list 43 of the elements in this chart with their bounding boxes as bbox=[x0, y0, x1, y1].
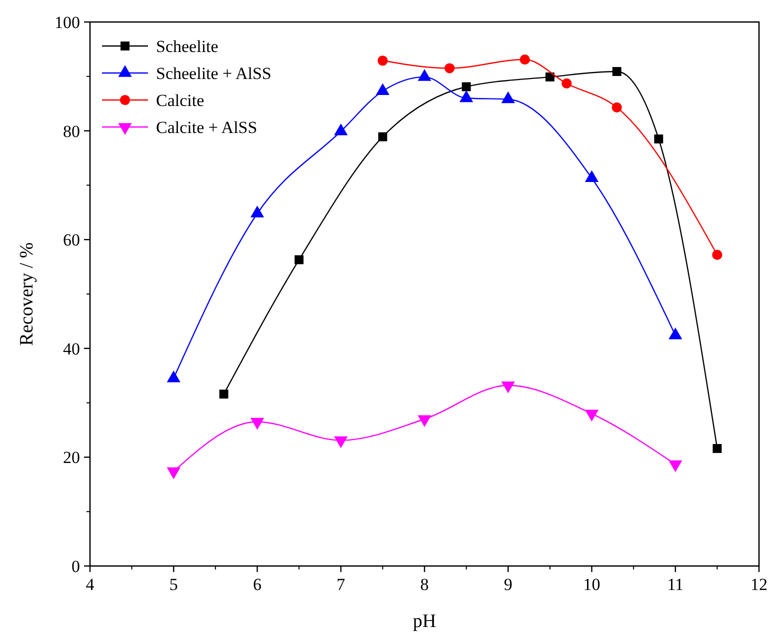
point bbox=[462, 82, 471, 92]
point bbox=[294, 255, 304, 264]
x-axis-title: pH bbox=[412, 611, 436, 632]
x-tick-label: 7 bbox=[336, 575, 346, 594]
y-tick-label: 100 bbox=[54, 12, 80, 32]
point bbox=[520, 54, 530, 65]
x-tick-label: 10 bbox=[583, 575, 600, 594]
legend-label: Scheelite bbox=[156, 36, 218, 56]
point bbox=[250, 418, 264, 430]
point bbox=[545, 72, 554, 82]
point bbox=[612, 67, 622, 76]
y-tick-label: 80 bbox=[63, 122, 80, 141]
point bbox=[378, 56, 388, 66]
y-tick-label: 60 bbox=[63, 230, 80, 250]
x-tick-label: 8 bbox=[420, 575, 429, 594]
x-tick-label: 5 bbox=[169, 575, 178, 594]
point bbox=[376, 83, 390, 96]
point bbox=[166, 467, 180, 480]
x-tick-label: 6 bbox=[253, 575, 262, 594]
point bbox=[668, 460, 682, 472]
legend-label: Calcite + AlSS bbox=[156, 118, 258, 137]
x-tick-label: 11 bbox=[667, 575, 684, 594]
point bbox=[584, 410, 599, 422]
y-tick-label: 40 bbox=[63, 339, 80, 358]
point bbox=[612, 102, 622, 112]
y-axis-title: Recovery / % bbox=[16, 242, 38, 346]
y-tick-label: 0 bbox=[72, 556, 80, 576]
point bbox=[501, 381, 515, 394]
point bbox=[418, 69, 432, 81]
point bbox=[334, 436, 348, 448]
x-tick-label: 9 bbox=[504, 575, 512, 594]
x-tick-label: 4 bbox=[86, 575, 95, 594]
point bbox=[444, 63, 455, 74]
x-tick-label: 12 bbox=[750, 575, 768, 594]
point bbox=[219, 390, 228, 399]
point bbox=[712, 250, 722, 260]
legend-label: Scheelite + AlSS bbox=[156, 64, 272, 83]
point bbox=[654, 134, 664, 144]
point bbox=[378, 132, 388, 142]
point bbox=[562, 78, 572, 89]
y-tick-label: 20 bbox=[63, 448, 80, 468]
legend-label: Calcite bbox=[156, 90, 204, 110]
point bbox=[418, 415, 432, 427]
